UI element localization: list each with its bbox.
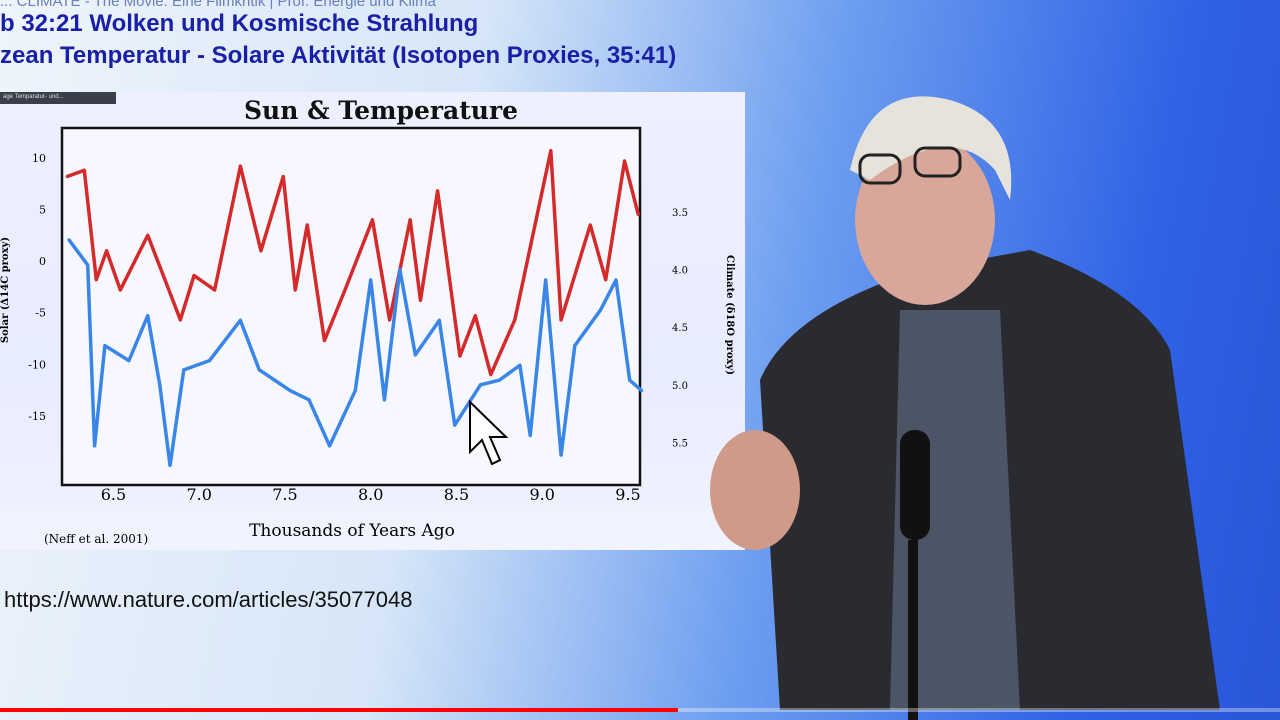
data-point: [513, 318, 517, 322]
y-axis-right-label: Climate (δ18O proxy): [724, 255, 735, 375]
data-point: [544, 278, 548, 282]
source-url: https://www.nature.com/articles/35077048: [4, 587, 413, 612]
y-left-tick-label: -5: [35, 307, 46, 320]
data-point: [305, 223, 309, 227]
data-point: [369, 278, 373, 282]
data-point: [382, 398, 386, 402]
data-point: [640, 389, 644, 393]
data-point: [573, 344, 577, 348]
data-point: [163, 278, 167, 282]
data-point: [343, 288, 347, 292]
data-point: [588, 223, 592, 227]
data-point: [398, 268, 402, 272]
y-right-tick-label: 4.5: [672, 323, 688, 334]
x-tick-label: 8.0: [358, 485, 383, 504]
data-point: [599, 308, 603, 312]
solar-series-line: [66, 148, 640, 377]
data-point: [238, 164, 242, 168]
y-axis-left-label: Solar (Δ14C proxy): [0, 237, 11, 343]
data-point: [127, 359, 131, 363]
data-point: [93, 444, 97, 448]
y-left-tick-label: 0: [39, 255, 46, 268]
chart-svg: 6.5 7.0 7.5 8.0 8.5 9.0 9.5 10 5 0 -5 -10 -15 3.5 4.0 4…: [0, 126, 735, 546]
x-tick-label: 9.0: [530, 485, 555, 504]
y-left-tick-label: 5: [39, 204, 46, 217]
video-progress-fill: [0, 708, 679, 712]
data-point: [307, 398, 311, 402]
y-right-tick-label: 5.5: [672, 438, 688, 449]
data-point: [604, 278, 608, 282]
data-point: [453, 423, 457, 427]
y-left-tick-label: 10: [32, 152, 46, 165]
data-point: [238, 318, 242, 322]
data-point: [281, 174, 285, 178]
x-tick-label: 7.0: [186, 485, 211, 504]
y-right-tick-label: 5.0: [672, 381, 688, 392]
x-tick-label: 6.5: [101, 485, 126, 504]
data-point: [408, 218, 412, 222]
data-point: [388, 318, 392, 322]
y-left-tick-label: -10: [28, 358, 46, 371]
cut-off-title: ... CLIMATE - The Movie: Eine Filmkritik…: [0, 0, 436, 10]
data-point: [288, 389, 292, 393]
citation: (Neff et al. 2001): [44, 532, 148, 546]
data-point: [168, 463, 172, 467]
data-point: [146, 314, 150, 318]
data-point: [559, 453, 563, 457]
data-point: [118, 288, 122, 292]
data-point: [528, 433, 532, 437]
data-point: [370, 218, 374, 222]
data-point: [293, 288, 297, 292]
data-point: [94, 278, 98, 282]
data-point: [67, 238, 71, 242]
data-point: [178, 318, 182, 322]
data-point: [213, 288, 217, 292]
data-point: [436, 189, 440, 193]
x-axis-label: Thousands of Years Ago: [249, 521, 455, 541]
data-point: [328, 444, 332, 448]
slide-tab[interactable]: age Temparatur- und...: [0, 92, 116, 104]
data-point: [105, 249, 109, 253]
x-tick-label: 8.5: [444, 485, 469, 504]
data-point: [418, 298, 422, 302]
data-point: [478, 383, 482, 387]
data-point: [257, 368, 261, 372]
data-point: [103, 344, 107, 348]
mouse-pointer-icon: [469, 400, 509, 466]
y-right-tick-label: 4.0: [672, 266, 688, 277]
y-left-tick-label: -15: [28, 410, 46, 423]
data-point: [322, 339, 326, 343]
data-point: [636, 213, 640, 217]
data-point: [146, 233, 150, 237]
data-point: [65, 174, 69, 178]
data-point: [86, 263, 90, 267]
chart-title: Sun & Temperature: [244, 96, 519, 125]
data-point: [549, 149, 553, 153]
data-point: [489, 373, 493, 377]
data-point: [623, 159, 627, 163]
data-point: [182, 368, 186, 372]
x-tick-label: 9.5: [615, 485, 640, 504]
overlay-title-line-1: b 32:21 Wolken und Kosmische Strahlung: [0, 10, 479, 37]
data-point: [413, 353, 417, 357]
data-point: [628, 378, 632, 382]
data-point: [353, 389, 357, 393]
data-point: [82, 168, 86, 172]
data-point: [497, 378, 501, 382]
overlay-title-line-2: zean Temperatur - Solare Aktivität (Isot…: [0, 42, 677, 69]
data-point: [437, 318, 441, 322]
x-tick-label: 7.5: [272, 485, 297, 504]
data-point: [158, 383, 162, 387]
data-point: [518, 363, 522, 367]
data-point: [192, 274, 196, 278]
data-point: [259, 249, 263, 253]
data-point: [208, 359, 212, 363]
data-point: [559, 318, 563, 322]
video-progress-bar[interactable]: [0, 708, 1280, 712]
data-point: [614, 278, 618, 282]
data-point: [473, 314, 477, 318]
y-right-tick-label: 3.5: [672, 208, 688, 219]
data-point: [458, 354, 462, 358]
presenter: [710, 96, 1220, 720]
